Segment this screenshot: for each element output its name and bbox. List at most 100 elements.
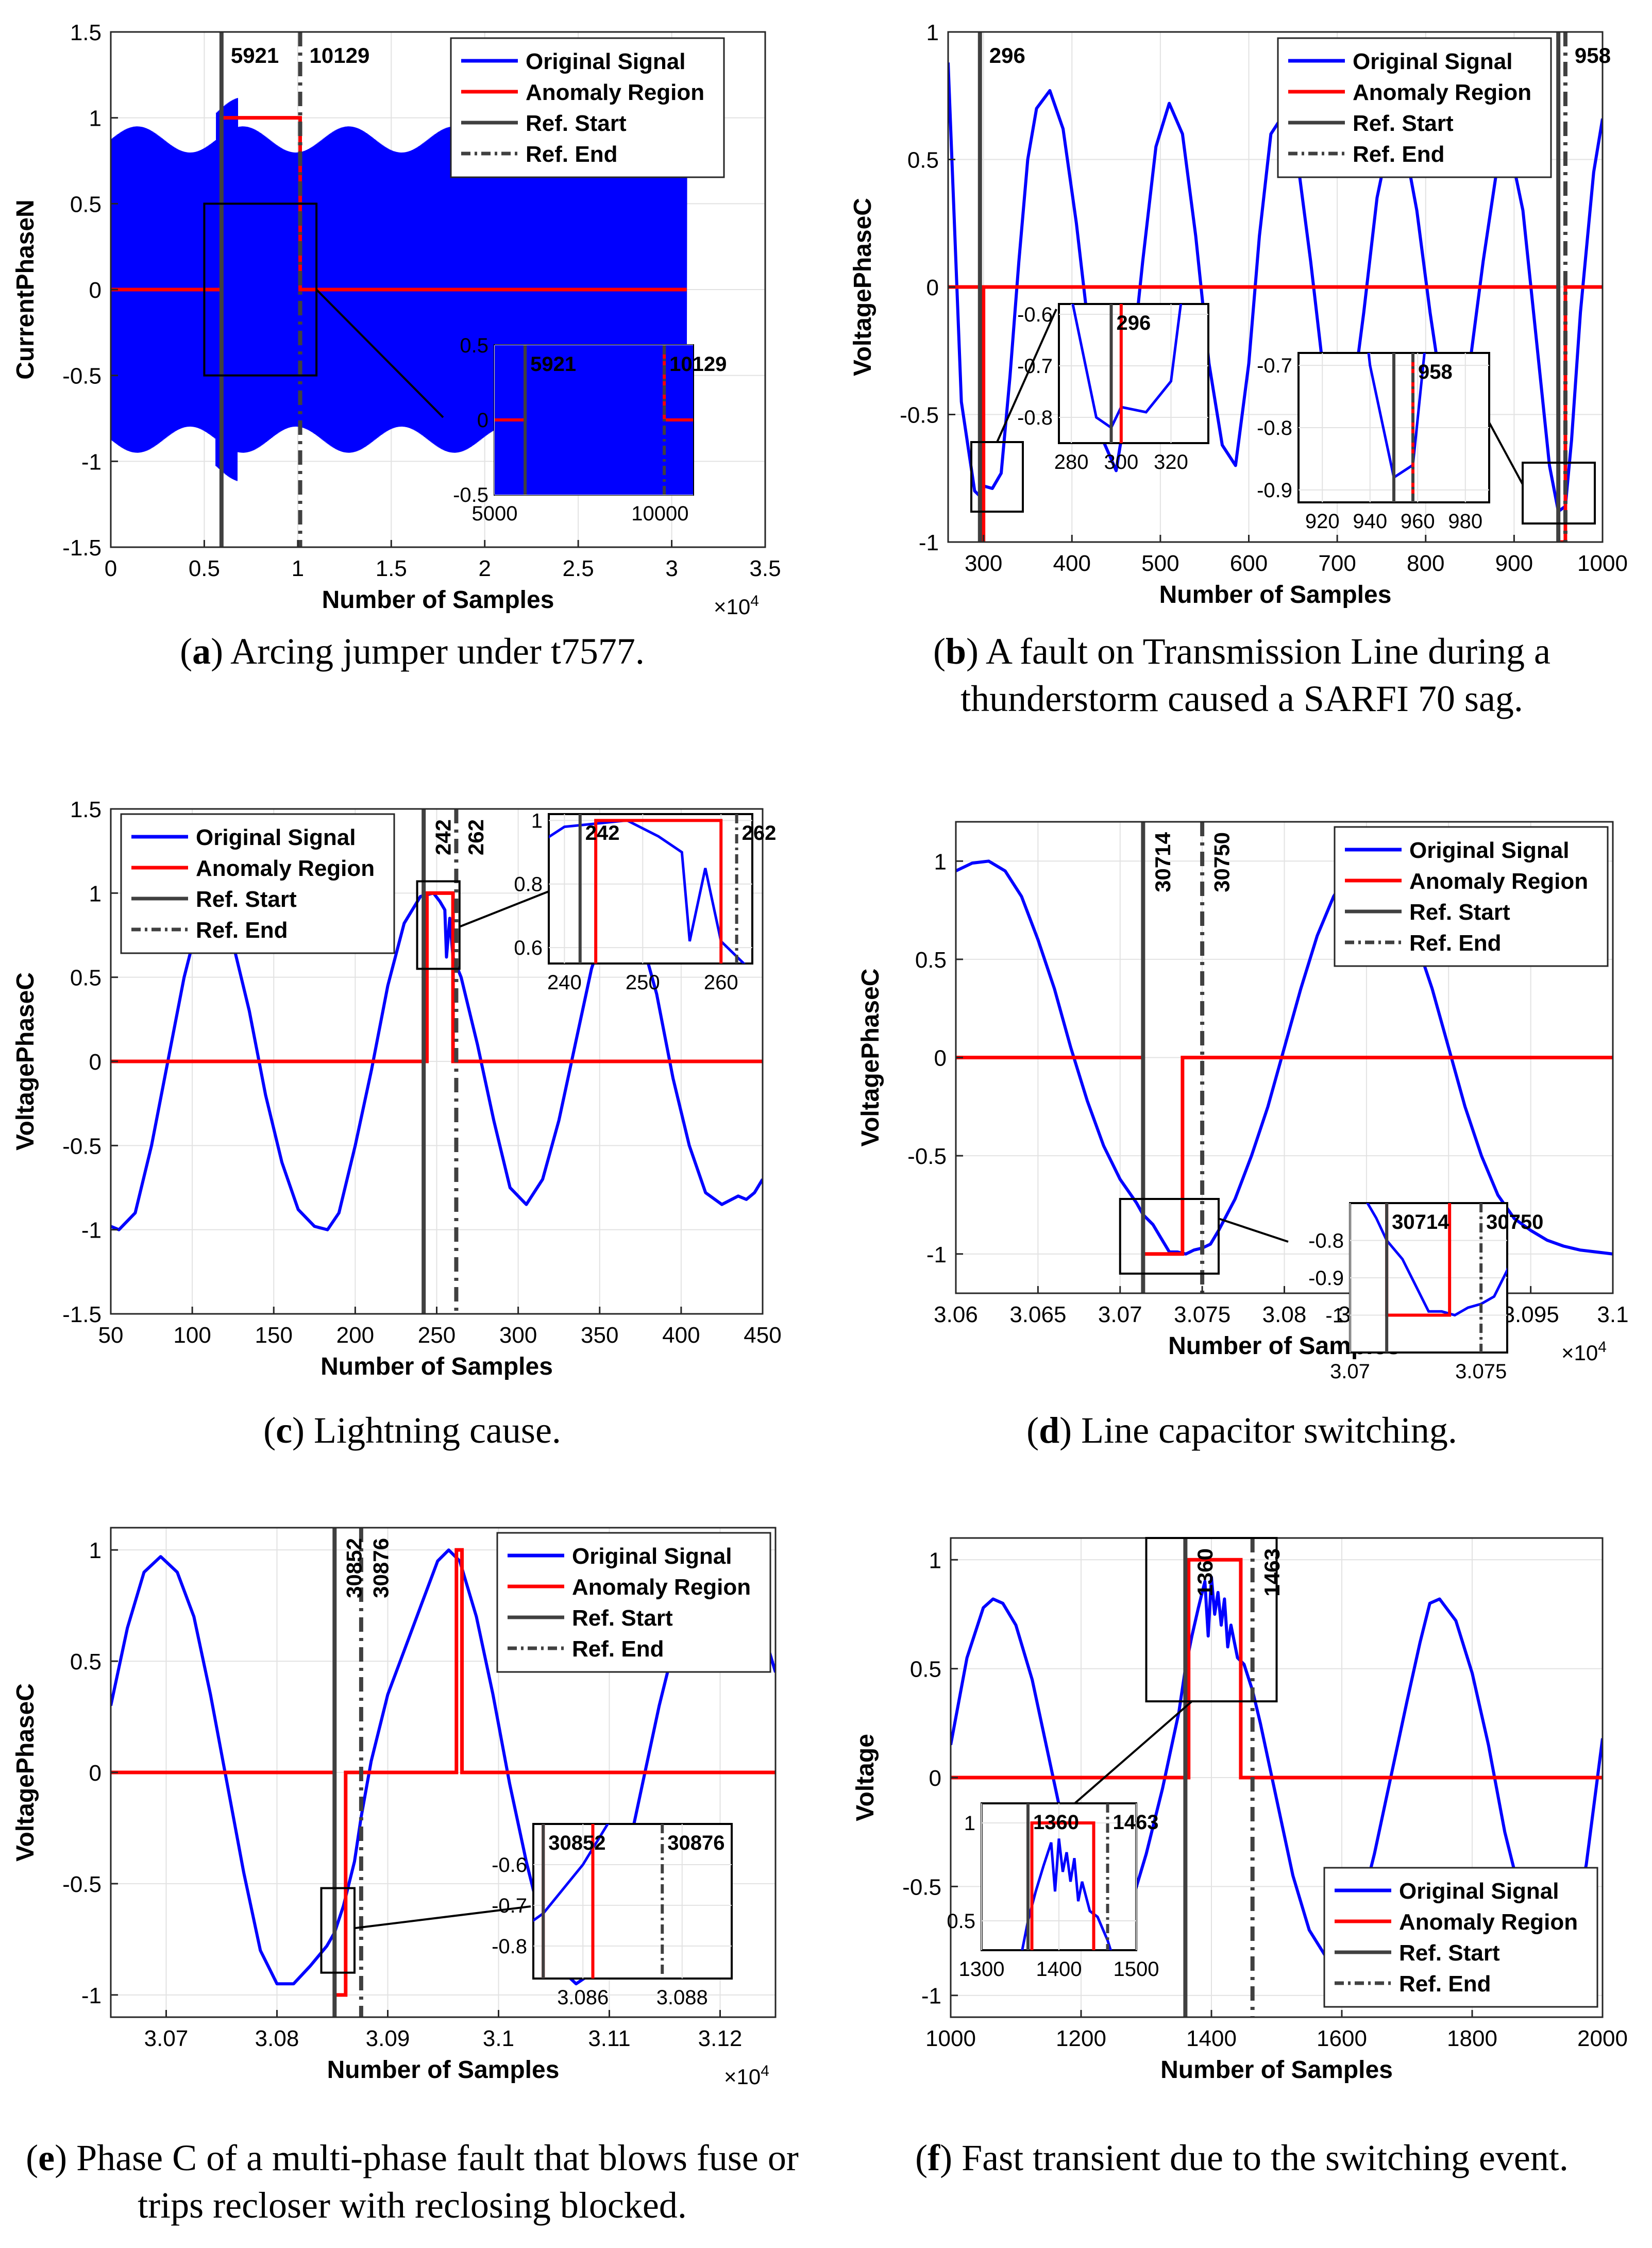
ref-value-label: 30714 xyxy=(1151,832,1175,892)
caption-text-a: Arcing jumper under t7577. xyxy=(230,631,645,672)
inset-x-tick-label: 920 xyxy=(1305,510,1340,533)
legend-label: Ref. End xyxy=(1409,931,1501,956)
y-tick-label: 0.5 xyxy=(70,966,102,991)
inset-x-tick-label: 3.086 xyxy=(557,1986,609,2009)
inset-signal-line xyxy=(1021,1838,1112,1950)
zoom-connector xyxy=(996,309,1057,443)
zoom-connector xyxy=(1218,1218,1289,1243)
inset-x-tick-label: 1400 xyxy=(1036,1958,1082,1981)
inset-plot xyxy=(1367,353,1426,502)
inset-x-tick-label: 1300 xyxy=(959,1958,1005,1981)
inset-x-tick-label: 3.088 xyxy=(656,1986,708,2009)
ref-value-label: 5921 xyxy=(231,43,279,67)
x-tick-label: 3.1 xyxy=(483,2026,514,2051)
legend-label: Anomaly Region xyxy=(1353,80,1531,105)
y-tick-label: 0 xyxy=(89,1050,102,1075)
inset-y-tick-label: 0.5 xyxy=(947,1910,975,1933)
inset-x-tick-label: 250 xyxy=(626,971,660,994)
anomaly-region-line xyxy=(951,1558,1603,1780)
chart-e: 3.07 3.08 3.09 3.1 3.11 3.12 -1 -0.5 0 0.5 1 Number… xyxy=(12,1527,777,2089)
y-tick-label: -0.5 xyxy=(907,1144,947,1169)
plot-area xyxy=(956,822,1613,1293)
legend: Original Signal Anomaly Region Ref. Start R… xyxy=(1334,826,1609,967)
inset-y-tick-label: -0.9 xyxy=(1257,479,1292,502)
x-tick-label: 3.07 xyxy=(1098,1302,1142,1327)
caption-letter-d: d xyxy=(1039,1410,1060,1451)
y-tick-label: -1.5 xyxy=(62,1302,102,1327)
inset-y-tick-label: -0.7 xyxy=(1017,355,1053,378)
zoom-connector xyxy=(1488,422,1524,485)
x-tick-label: 400 xyxy=(662,1323,700,1348)
y-tick-label: 1 xyxy=(89,106,102,131)
ref-value-label: 30876 xyxy=(368,1538,393,1598)
x-tick-label: 350 xyxy=(581,1323,618,1348)
x-tick-label: 3.075 xyxy=(1174,1302,1230,1327)
anomaly-region-line xyxy=(111,891,763,1063)
caption-f: (f) Fast transient due to the switching … xyxy=(915,2137,1569,2178)
x-tick-label: 1000 xyxy=(925,2026,976,2051)
caption-text-d: Line capacitor switching. xyxy=(1081,1410,1457,1451)
inset-x-tick-label: 260 xyxy=(704,971,738,994)
inset-plot xyxy=(1071,304,1183,443)
inset-0: 3.086 3.088 -0.8 -0.7 -0.6 30852 30876 xyxy=(492,1823,733,2009)
y-axis-label: VoltagePhaseC xyxy=(857,969,884,1147)
y-tick-label: -1 xyxy=(81,1218,102,1243)
y-tick-label: -0.5 xyxy=(62,1872,102,1897)
inset-ref-label: 296 xyxy=(1117,312,1151,334)
legend-label: Ref. End xyxy=(1353,142,1444,167)
inset-x-tick-label: 300 xyxy=(1104,451,1138,474)
y-axis-label: CurrentPhaseN xyxy=(12,199,39,379)
inset-ref-label: 242 xyxy=(585,822,620,844)
chart-c: 50 100 150 200 250 300 350 400 450 -1.5 -1 -0.5 0 0.5… xyxy=(12,797,782,1380)
inset-y-tick-label: -0.8 xyxy=(1308,1230,1344,1253)
inset-y-tick-label: 0.5 xyxy=(460,334,488,357)
caption-text-f: Fast transient due to the switching even… xyxy=(962,2137,1569,2178)
caption-text-b: A fault on Transmission Line during a th… xyxy=(960,631,1551,719)
ref-value-label: 958 xyxy=(1575,43,1611,67)
inset-anomaly-line xyxy=(594,819,723,964)
ref-value-label: 296 xyxy=(989,43,1025,67)
inset-x-tick-label: 3.075 xyxy=(1455,1360,1507,1383)
caption-letter-f: f xyxy=(928,2137,940,2178)
caption-text-c: Lightning cause. xyxy=(314,1410,561,1451)
legend-label: Anomaly Region xyxy=(572,1575,751,1600)
inset-1: 920 940 960 980 -0.9 -0.8 -0.7 958 xyxy=(1257,352,1490,533)
x-tick-label: 3.12 xyxy=(698,2026,743,2051)
x-tick-label: 450 xyxy=(744,1323,781,1348)
inset-x-tick-label: 960 xyxy=(1401,510,1435,533)
inset-ref-label: 30714 xyxy=(1392,1211,1449,1233)
exponent-power: 4 xyxy=(761,2063,769,2080)
x-tick-label: 0 xyxy=(105,556,117,581)
inset-x-tick-label: 5000 xyxy=(472,502,518,525)
x-tick-label: 300 xyxy=(499,1323,537,1348)
inset-anomaly-line xyxy=(495,345,693,421)
inset-ref-label: 30876 xyxy=(667,1832,724,1854)
inset-y-tick-label: 1 xyxy=(531,809,543,832)
chart-b: 300 400 500 600 700 800 900 1000 -1 -0.5 0 0.5 1 Numb… xyxy=(849,20,1628,609)
inset-ref-label: 958 xyxy=(1418,361,1453,383)
caption-b: (b) A fault on Transmission Line during … xyxy=(933,631,1551,719)
y-tick-label: -1 xyxy=(81,449,102,475)
inset-plot xyxy=(1366,1203,1507,1353)
inset-frame xyxy=(532,1823,733,1980)
x-tick-label: 100 xyxy=(173,1323,211,1348)
exponent-power: 4 xyxy=(750,593,759,610)
ref-value-label: 262 xyxy=(464,819,488,855)
legend-label: Ref. End xyxy=(526,142,617,167)
inset-frame xyxy=(548,813,753,965)
legend-label: Ref. Start xyxy=(1409,900,1510,925)
y-tick-label: 0 xyxy=(929,1766,941,1791)
x-tick-label: 2 xyxy=(478,556,491,581)
y-tick-label: -0.5 xyxy=(900,403,939,428)
zoom-box xyxy=(320,1887,356,1974)
x-tick-label: 150 xyxy=(255,1323,293,1348)
legend-label: Original Signal xyxy=(1399,1879,1559,1904)
inset-y-tick-label: -1 xyxy=(1325,1305,1344,1327)
inset-plot xyxy=(495,345,693,495)
x-axis-label: Number of Samples xyxy=(327,2056,560,2084)
y-tick-label: 1 xyxy=(89,881,102,906)
y-tick-label: 1 xyxy=(89,1538,102,1563)
y-tick-label: 1 xyxy=(929,1548,941,1573)
y-tick-label: 1 xyxy=(926,20,939,45)
y-tick-label: -1.5 xyxy=(62,535,102,561)
